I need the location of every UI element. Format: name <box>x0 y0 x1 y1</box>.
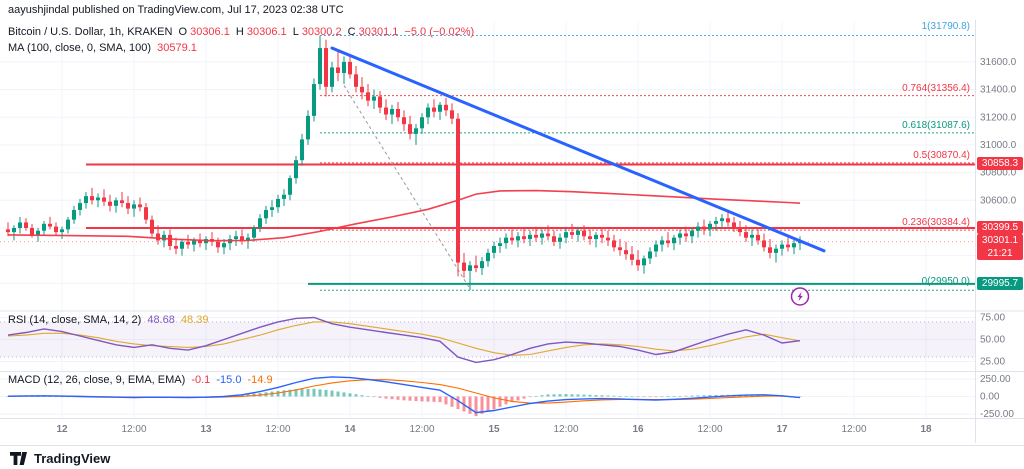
close-value: 30301.1 <box>358 26 399 38</box>
fib-label-0: 0(29950.0) <box>921 276 970 287</box>
fib-label-05: 0.5(30870.4) <box>913 150 970 161</box>
last-price-value: 30301.1 <box>981 235 1019 246</box>
tradingview-logo-icon[interactable] <box>10 451 28 465</box>
rsi-title[interactable]: RSI (14, close, SMA, 14, 2) <box>8 314 142 326</box>
attribution-text: aayushjindal published on TradingView.co… <box>8 4 344 16</box>
rsi-legend[interactable]: RSI (14, close, SMA, 14, 2) 48.68 48.39 <box>8 314 211 326</box>
svg-text:16: 16 <box>632 424 644 435</box>
svg-text:31200.0: 31200.0 <box>980 112 1017 123</box>
svg-text:15: 15 <box>488 424 500 435</box>
ma-value: 30579.1 <box>157 42 197 54</box>
svg-text:30600.0: 30600.0 <box>980 195 1017 206</box>
ma-title[interactable]: MA (100, close, 0, SMA, 100) <box>8 42 152 54</box>
ma-legend[interactable]: MA (100, close, 0, SMA, 100) 30579.1 <box>8 42 200 54</box>
svg-text:31400.0: 31400.0 <box>980 85 1017 96</box>
svg-text:12:00: 12:00 <box>841 424 866 435</box>
svg-text:31000.0: 31000.0 <box>980 140 1017 151</box>
rsi-ma-value: 48.39 <box>180 314 209 326</box>
price-tag-support: 29995.7 <box>977 277 1023 290</box>
svg-text:-250.00: -250.00 <box>980 409 1014 420</box>
macd-hist-value: -0.1 <box>191 374 211 386</box>
svg-text:75.00: 75.00 <box>980 313 1005 324</box>
svg-text:30800.0: 30800.0 <box>980 168 1017 179</box>
symbol-legend[interactable]: Bitcoin / U.S. Dollar, 1h, KRAKEN O 30306… <box>8 26 477 38</box>
svg-text:14: 14 <box>344 424 356 435</box>
macd-title[interactable]: MACD (12, 26, close, 9, EMA, EMA) <box>8 374 186 386</box>
change-value: −5.0 (−0.02%) <box>404 26 475 38</box>
svg-text:25.00: 25.00 <box>980 357 1005 368</box>
svg-text:12:00: 12:00 <box>265 424 290 435</box>
macd-legend[interactable]: MACD (12, 26, close, 9, EMA, EMA) -0.1 -… <box>8 374 276 386</box>
open-label: O <box>178 26 188 38</box>
svg-text:12: 12 <box>56 424 68 435</box>
svg-text:18: 18 <box>920 424 932 435</box>
svg-text:12:00: 12:00 <box>553 424 578 435</box>
svg-text:50.00: 50.00 <box>980 335 1005 346</box>
price-tag-resistance-2: 30399.5 <box>977 221 1023 234</box>
svg-text:12:00: 12:00 <box>697 424 722 435</box>
close-label: C <box>347 26 356 38</box>
fib-label-0236: 0.236(30384.4) <box>902 217 970 228</box>
rsi-value: 48.68 <box>147 314 175 326</box>
open-value: 30306.1 <box>190 26 230 38</box>
footer-bar: TradingView <box>0 445 1024 469</box>
fib-label-0618: 0.618(31087.6) <box>902 120 970 131</box>
fib-label-1: 1(31790.8) <box>921 21 970 32</box>
svg-text:17: 17 <box>776 424 788 435</box>
price-tag-last: 30301.1 21:21 <box>977 234 1023 260</box>
high-value: 30306.1 <box>246 26 287 38</box>
macd-signal-value: -14.9 <box>247 374 273 386</box>
low-label: L <box>292 26 299 38</box>
svg-text:12:00: 12:00 <box>121 424 146 435</box>
svg-text:31600.0: 31600.0 <box>980 57 1017 68</box>
fib-label-0764: 0.764(31356.4) <box>902 83 970 94</box>
macd-value: -15.0 <box>216 374 242 386</box>
symbol-title[interactable]: Bitcoin / U.S. Dollar, 1h, KRAKEN <box>8 26 173 38</box>
low-value: 30300.2 <box>301 26 342 38</box>
price-tag-resistance-1: 30858.3 <box>977 157 1023 170</box>
high-label: H <box>235 26 244 38</box>
svg-text:0.00: 0.00 <box>980 392 1000 403</box>
bar-countdown: 21:21 <box>987 248 1013 259</box>
svg-text:12:00: 12:00 <box>409 424 434 435</box>
tradingview-brand-text[interactable]: TradingView <box>34 450 111 466</box>
chart-canvas[interactable]: 12 12:00 13 12:00 14 12:00 15 12:00 16 12:00 17 12:… <box>0 0 1024 445</box>
svg-text:13: 13 <box>200 424 212 435</box>
svg-text:250.00: 250.00 <box>980 374 1011 385</box>
